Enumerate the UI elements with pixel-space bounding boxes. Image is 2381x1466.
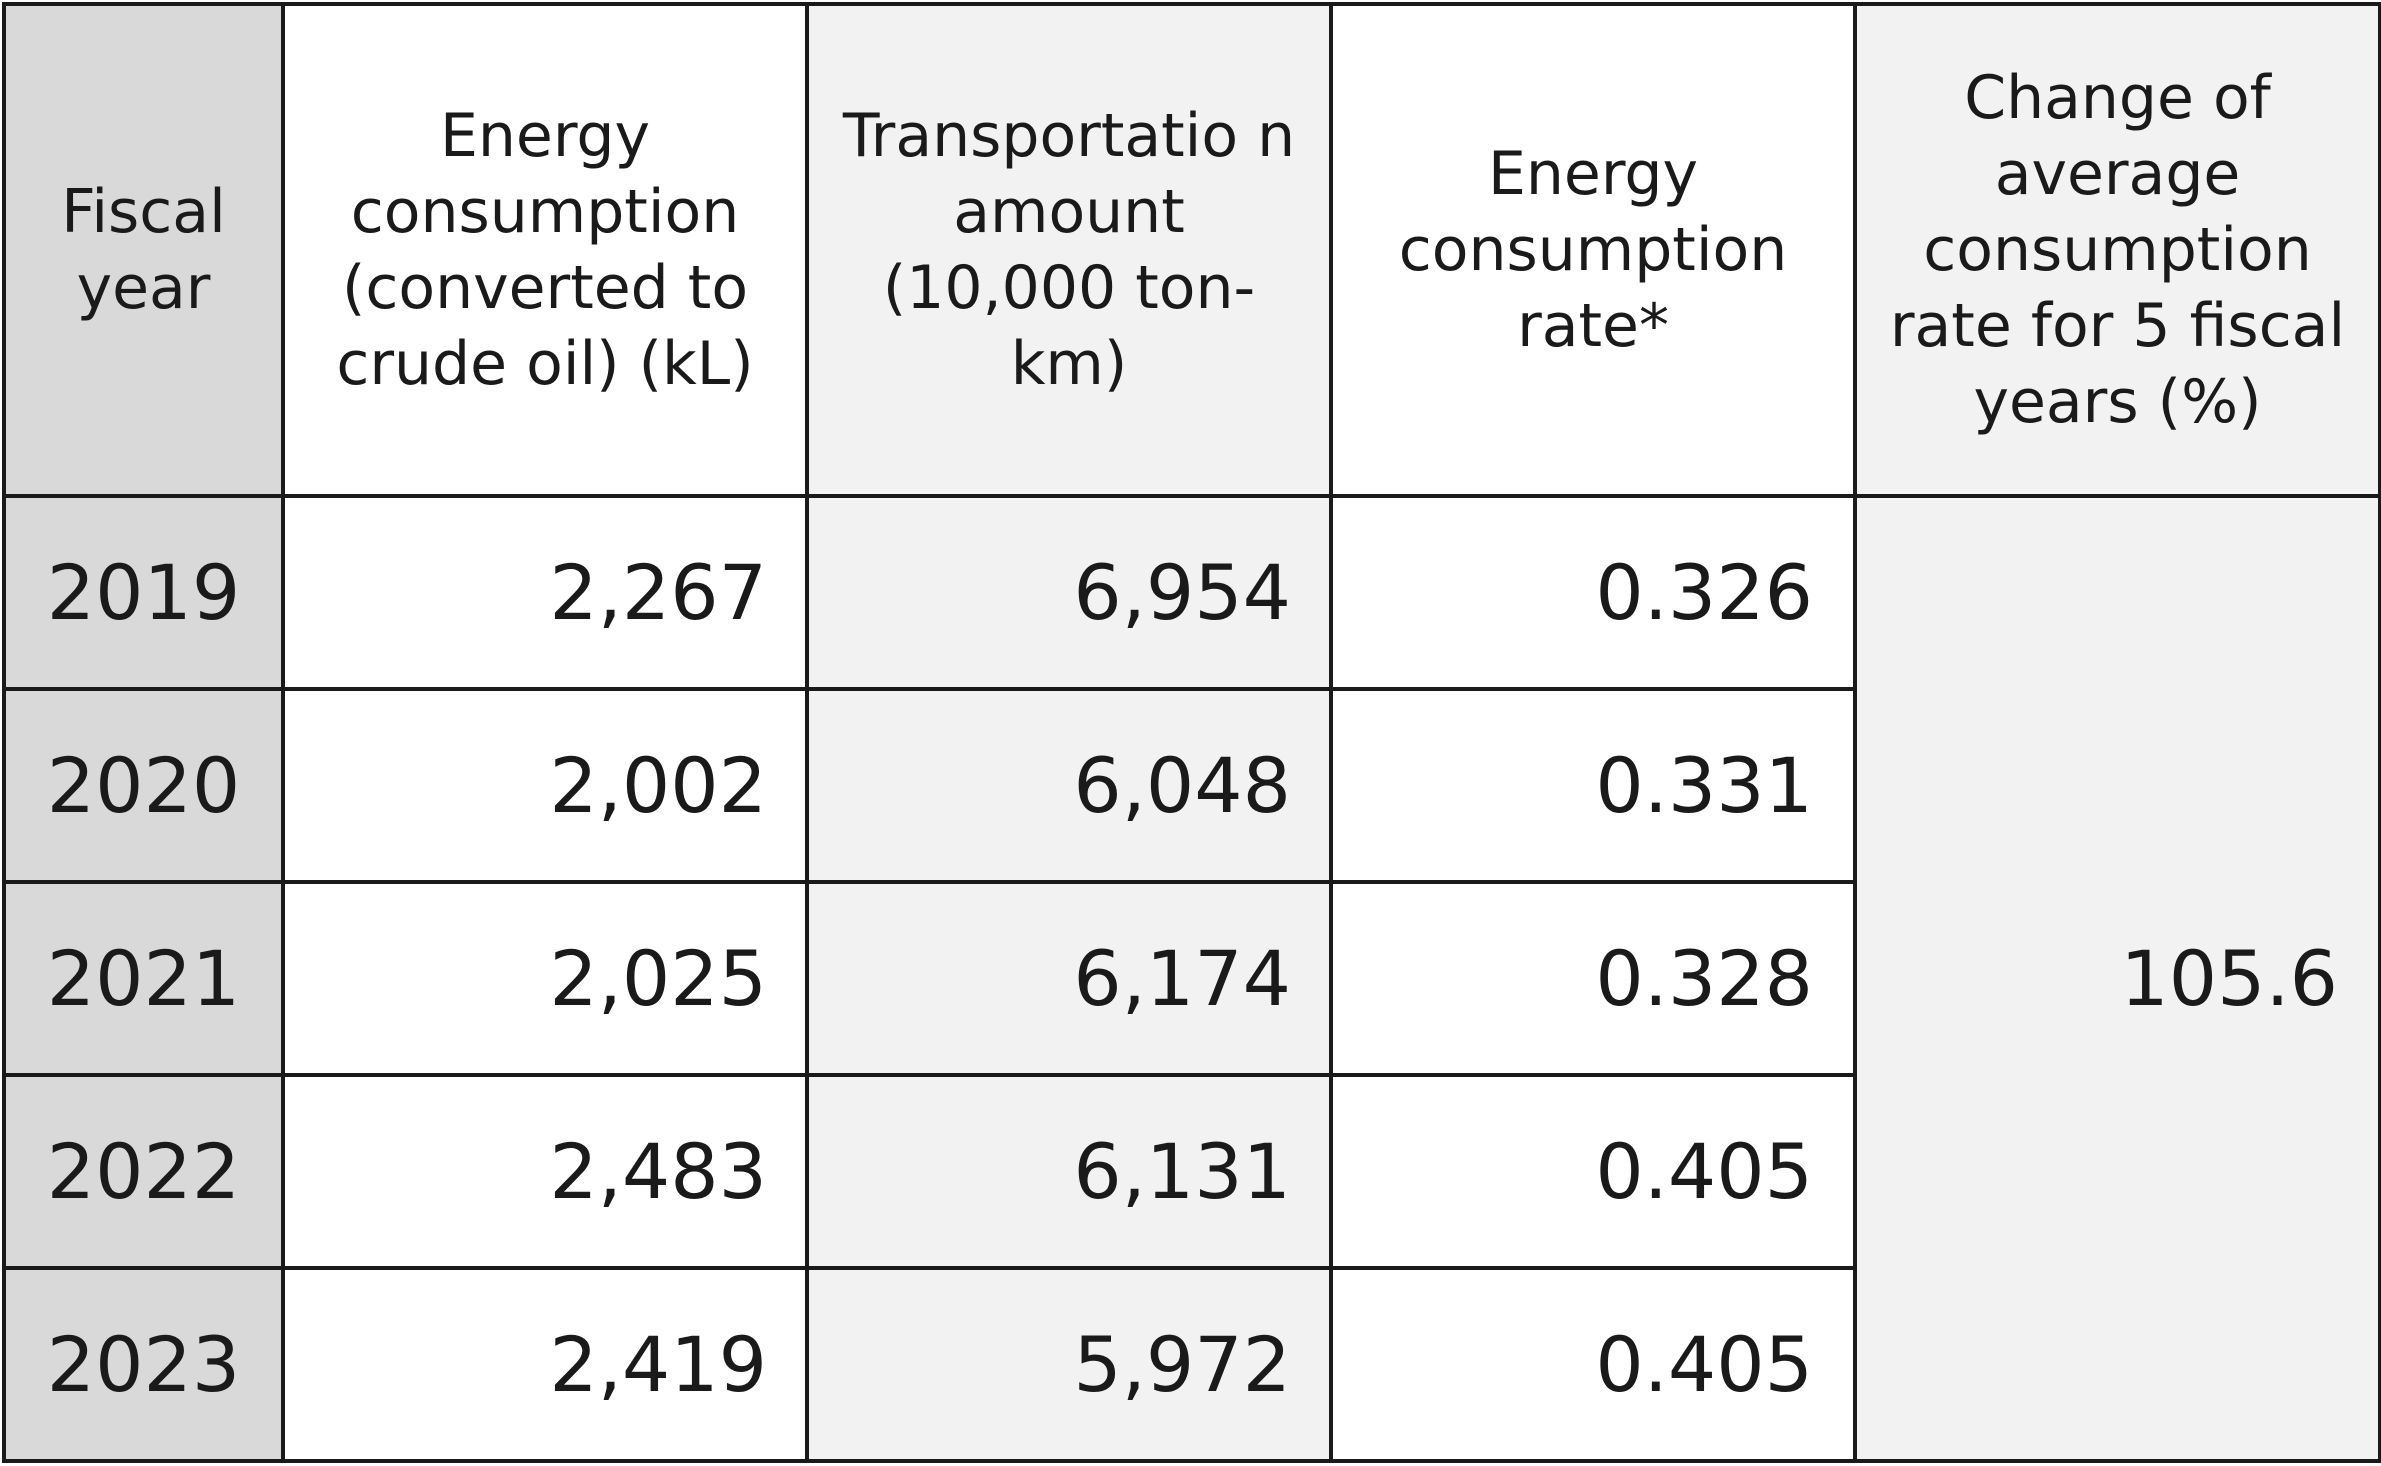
cell-rate: 0.328 (1329, 880, 1857, 1077)
cell-year: 2022 (2, 1073, 285, 1270)
table-header-row: Fiscal year Energy consumption (converte… (2, 2, 2381, 498)
cell-transport: 6,131 (805, 1073, 1333, 1270)
cell-energy: 2,002 (281, 687, 809, 884)
header-change-of-average: Change of average consumption rate for 5… (1853, 2, 2381, 498)
table-row: 2023 2,419 5,972 0.405 (2, 1266, 2380, 1463)
cell-energy: 2,267 (281, 494, 809, 691)
cell-rate: 0.405 (1329, 1073, 1857, 1270)
cell-year: 2023 (2, 1266, 285, 1463)
table-row: 2020 2,002 6,048 0.331 (2, 687, 2380, 884)
cell-change-value: 105.6 (1853, 494, 2381, 1463)
cell-year: 2019 (2, 494, 285, 691)
cell-rate: 0.405 (1329, 1266, 1857, 1463)
cell-energy: 2,025 (281, 880, 809, 1077)
cell-year: 2021 (2, 880, 285, 1077)
table-row: 2021 2,025 6,174 0.328 (2, 880, 2380, 1077)
header-energy-consumption-rate: Energy consumption rate* (1329, 2, 1857, 498)
cell-rate: 0.326 (1329, 494, 1857, 691)
header-fiscal-year: Fiscal year (2, 2, 285, 498)
cell-energy: 2,419 (281, 1266, 809, 1463)
header-transportation-amount: Transportatio n amount (10,000 ton-km) (805, 2, 1333, 498)
cell-transport: 6,174 (805, 880, 1333, 1077)
table-row: 2019 2,267 6,954 0.326 105.6 (2, 494, 2381, 1463)
cell-year: 2020 (2, 687, 285, 884)
cell-transport: 6,954 (805, 494, 1333, 691)
cell-transport: 6,048 (805, 687, 1333, 884)
table-row: 2022 2,483 6,131 0.405 (2, 1073, 2380, 1270)
cell-transport: 5,972 (805, 1266, 1333, 1463)
cell-rate: 0.331 (1329, 687, 1857, 884)
cell-energy: 2,483 (281, 1073, 809, 1270)
header-energy-consumption: Energy consumption (converted to crude o… (281, 2, 809, 498)
